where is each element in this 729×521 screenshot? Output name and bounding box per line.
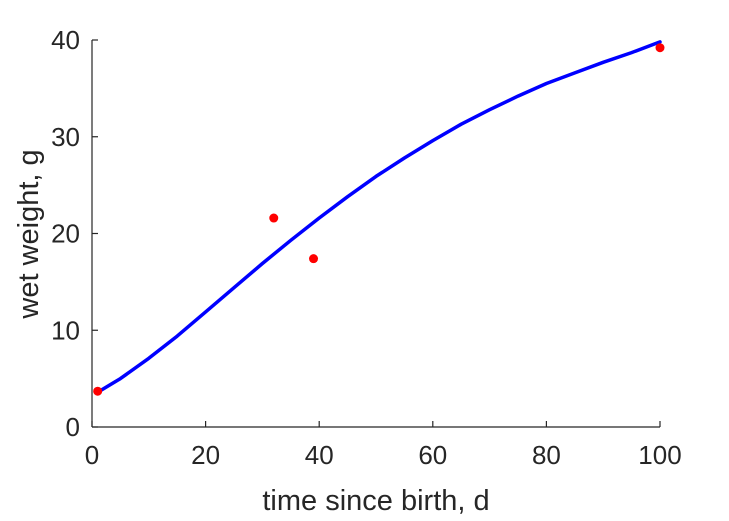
ticks: 0 20 40 60 80 100 0 10 20 30 40	[51, 25, 682, 470]
x-tick-label: 20	[191, 440, 220, 470]
y-tick-label: 30	[51, 122, 80, 152]
data-point	[655, 43, 665, 53]
x-tick-label: 80	[532, 440, 561, 470]
x-tick-label: 0	[85, 440, 99, 470]
data-point	[269, 213, 279, 223]
y-tick-label: 10	[51, 315, 80, 345]
x-axis-label: time since birth, d	[262, 485, 489, 517]
data-point	[93, 386, 103, 396]
y-tick-label: 20	[51, 219, 80, 249]
plot-area	[93, 40, 665, 396]
data-point	[309, 254, 319, 264]
x-tick-label: 40	[305, 440, 334, 470]
y-tick-label: 0	[66, 412, 80, 442]
axes	[91, 40, 660, 428]
y-axis-label: wet weight, g	[13, 149, 45, 319]
x-tick-label: 60	[418, 440, 447, 470]
y-tick-label: 40	[51, 25, 80, 55]
fit-curve	[95, 40, 662, 394]
x-tick-label: 100	[638, 440, 681, 470]
